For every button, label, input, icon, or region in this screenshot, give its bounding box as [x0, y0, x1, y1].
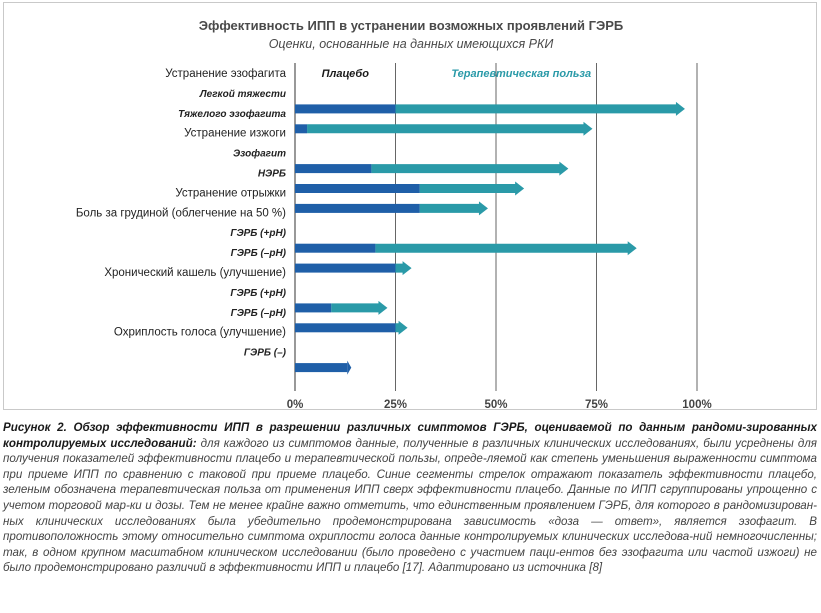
benefit-arrow	[307, 121, 593, 136]
placebo-bar	[295, 243, 376, 253]
caption-body: для каждого из симптомов данные, получен…	[3, 436, 817, 575]
benefit-arrow	[347, 360, 352, 375]
placebo-bar	[295, 303, 332, 313]
benefit-arrow	[419, 181, 525, 196]
region-label-placebo: Плацебо	[322, 68, 370, 80]
row-group-label: Хронический кашель (улучшение)	[104, 267, 286, 279]
benefit-arrow	[371, 161, 569, 176]
row-sub-label: Легкой тяжести	[199, 89, 286, 100]
row-group-label: Устранение эзофагита	[165, 68, 286, 80]
row-sub-label: ГЭРБ (–)	[244, 348, 287, 359]
chart-svg: Эффективность ИПП в устранении возможных…	[76, 18, 712, 411]
row-group-label: Боль за грудиной (облегчение на 50 %)	[76, 207, 286, 219]
benefit-arrow	[331, 300, 388, 315]
x-tick-label: 0%	[287, 399, 304, 411]
benefit-arrow	[375, 241, 637, 256]
region-label-benefit: Терапевтическая польза	[451, 68, 591, 80]
row-sub-label: Тяжелого эзофагита	[178, 108, 286, 120]
row-sub-label: ГЭРБ (–pH)	[231, 248, 287, 259]
placebo-bar	[295, 104, 396, 114]
benefit-arrow	[395, 101, 685, 116]
plot-area: 0% 25% 50% 75% 100% Плацебо Терапевтическая по…	[76, 63, 712, 411]
benefit-arrow	[419, 201, 488, 216]
row-group-label: Устранение изжоги	[184, 128, 286, 140]
placebo-bar	[295, 263, 396, 273]
placebo-bar	[295, 124, 308, 134]
row-group-label: Охриплость голоса (улучшение)	[114, 327, 286, 339]
figure-caption: Рисунок 2. Обзор эффективности ИПП в раз…	[3, 420, 817, 576]
row-sub-label: ГЭРБ (+pH)	[230, 228, 286, 239]
caption-lead: Рисунок 2. Обзор эффективности ИПП в раз…	[3, 421, 817, 450]
x-tick-label: 100%	[682, 399, 711, 411]
placebo-bar	[295, 164, 372, 174]
row-sub-label: НЭРБ	[258, 169, 286, 180]
row-group-label: Устранение отрыжки	[175, 187, 286, 199]
placebo-bar	[295, 203, 420, 213]
row-sub-label: ГЭРБ (–pH)	[231, 308, 287, 319]
x-tick-label: 75%	[585, 399, 608, 411]
chart-panel: Эффективность ИПП в устранении возможных…	[3, 2, 817, 411]
chart-title: Эффективность ИПП в устранении возможных…	[199, 18, 624, 33]
row-sub-label: Эзофагит	[233, 148, 286, 160]
chart-subtitle: Оценки, основанные на данных имеющихся Р…	[269, 37, 554, 51]
benefit-arrow	[395, 261, 412, 276]
x-tick-label: 25%	[384, 399, 407, 411]
benefit-arrow	[395, 320, 408, 335]
placebo-bar	[295, 363, 348, 373]
placebo-bar	[295, 184, 420, 193]
placebo-bar	[295, 323, 396, 333]
row-sub-label: ГЭРБ (+pH)	[230, 288, 286, 299]
x-tick-label: 50%	[484, 399, 507, 411]
